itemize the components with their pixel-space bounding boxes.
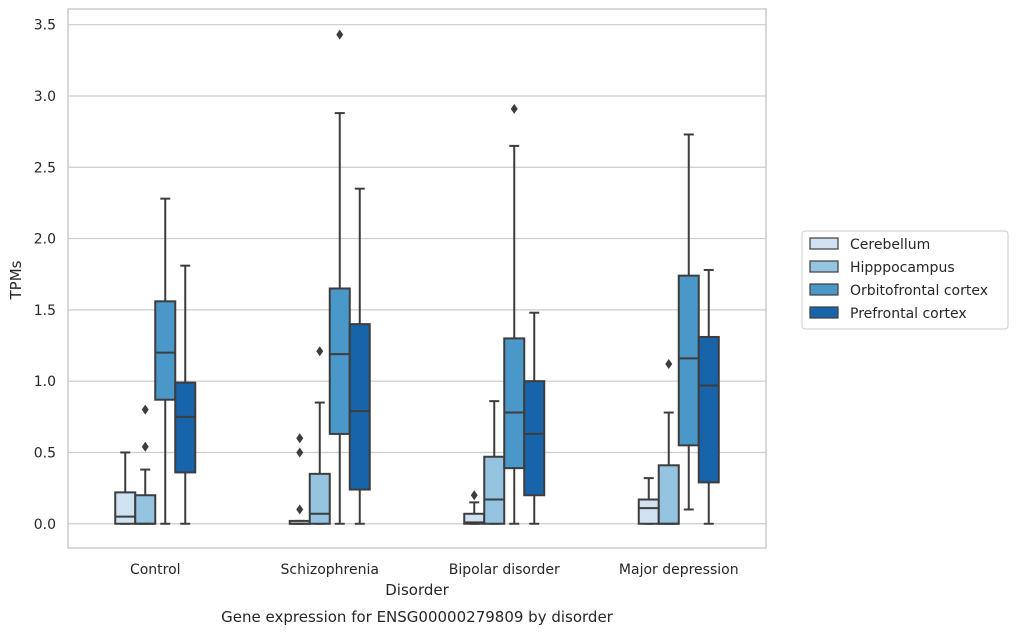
box-body (174, 381, 197, 474)
box-0-0 (114, 451, 137, 525)
figure-caption: Gene expression for ENSG00000279809 by d… (221, 608, 614, 626)
legend-swatch (809, 283, 839, 296)
y-tick-label: 1.5 (34, 303, 56, 319)
box-body (637, 498, 660, 525)
legend-label: Hipppocampus (850, 260, 955, 276)
outlier-point (296, 433, 304, 444)
box-2-3 (523, 311, 546, 525)
y-tick-label: 3.0 (34, 89, 56, 105)
box-2-1 (483, 400, 506, 525)
box-2-0 (463, 490, 486, 525)
box-body (677, 274, 700, 447)
legend-frame (801, 230, 1009, 330)
y-tick-label: 0.0 (34, 517, 56, 533)
outlier-point (141, 404, 149, 415)
legend-label: Cerebellum (850, 237, 930, 253)
box-0-3 (174, 264, 197, 525)
y-tick-label: 0.5 (34, 445, 56, 461)
grid-lines (68, 24, 766, 525)
y-tick-label: 2.0 (34, 232, 56, 248)
box-0-2 (154, 197, 177, 525)
x-tick-label: Schizophrenia (281, 562, 379, 578)
outlier-point (510, 103, 518, 114)
box-body (154, 300, 177, 401)
box-body (483, 455, 506, 525)
box-body (348, 323, 371, 491)
box-body (697, 335, 720, 484)
legend-swatch (809, 260, 839, 273)
outlier-point (296, 504, 304, 515)
box-1-2 (328, 29, 351, 525)
x-tick-labels: Control Schizophrenia Bipolar disorder Majo… (130, 562, 739, 578)
box-body (114, 491, 137, 525)
box-body (503, 337, 526, 470)
outlier-point (336, 29, 344, 40)
box-2-2 (503, 103, 526, 525)
legend-swatch (809, 306, 839, 319)
box-3-3 (697, 268, 720, 525)
x-tick-label: Bipolar disorder (449, 562, 560, 578)
box-body (523, 380, 546, 497)
box-body (134, 494, 157, 525)
box-1-1 (308, 346, 331, 525)
x-tick-label: Control (130, 562, 181, 578)
box-body (308, 472, 331, 525)
legend-label: Orbitofrontal cortex (850, 283, 988, 299)
plot-frame (67, 8, 767, 549)
outlier-point (296, 447, 304, 458)
box-1-0 (288, 433, 311, 525)
y-tick-label: 3.5 (34, 18, 56, 34)
outlier-point (665, 359, 673, 370)
box-0-1 (134, 404, 157, 525)
outlier-point (141, 441, 149, 452)
outlier-point (316, 346, 324, 357)
y-tick-label: 1.0 (34, 374, 56, 390)
box-body (328, 287, 351, 435)
legend-label: Prefrontal cortex (850, 306, 967, 322)
legend: Cerebellum Hipppocampus Orbitofrontal cort… (801, 230, 1009, 330)
legend-swatch (809, 237, 839, 250)
y-tick-labels: 0.0 0.5 1.0 1.5 2.0 2.5 3.0 3.5 (34, 18, 56, 533)
boxes-layer (114, 29, 720, 525)
box-1-3 (348, 187, 371, 525)
y-axis-label: TPMs (7, 260, 25, 300)
box-body (657, 464, 680, 525)
box-3-1 (657, 359, 680, 525)
box-3-0 (637, 477, 660, 525)
x-axis-label: Disorder (385, 581, 449, 599)
outlier-point (470, 490, 478, 501)
box-3-2 (677, 133, 700, 511)
x-tick-label: Major depression (619, 562, 739, 578)
y-tick-label: 2.5 (34, 160, 56, 176)
